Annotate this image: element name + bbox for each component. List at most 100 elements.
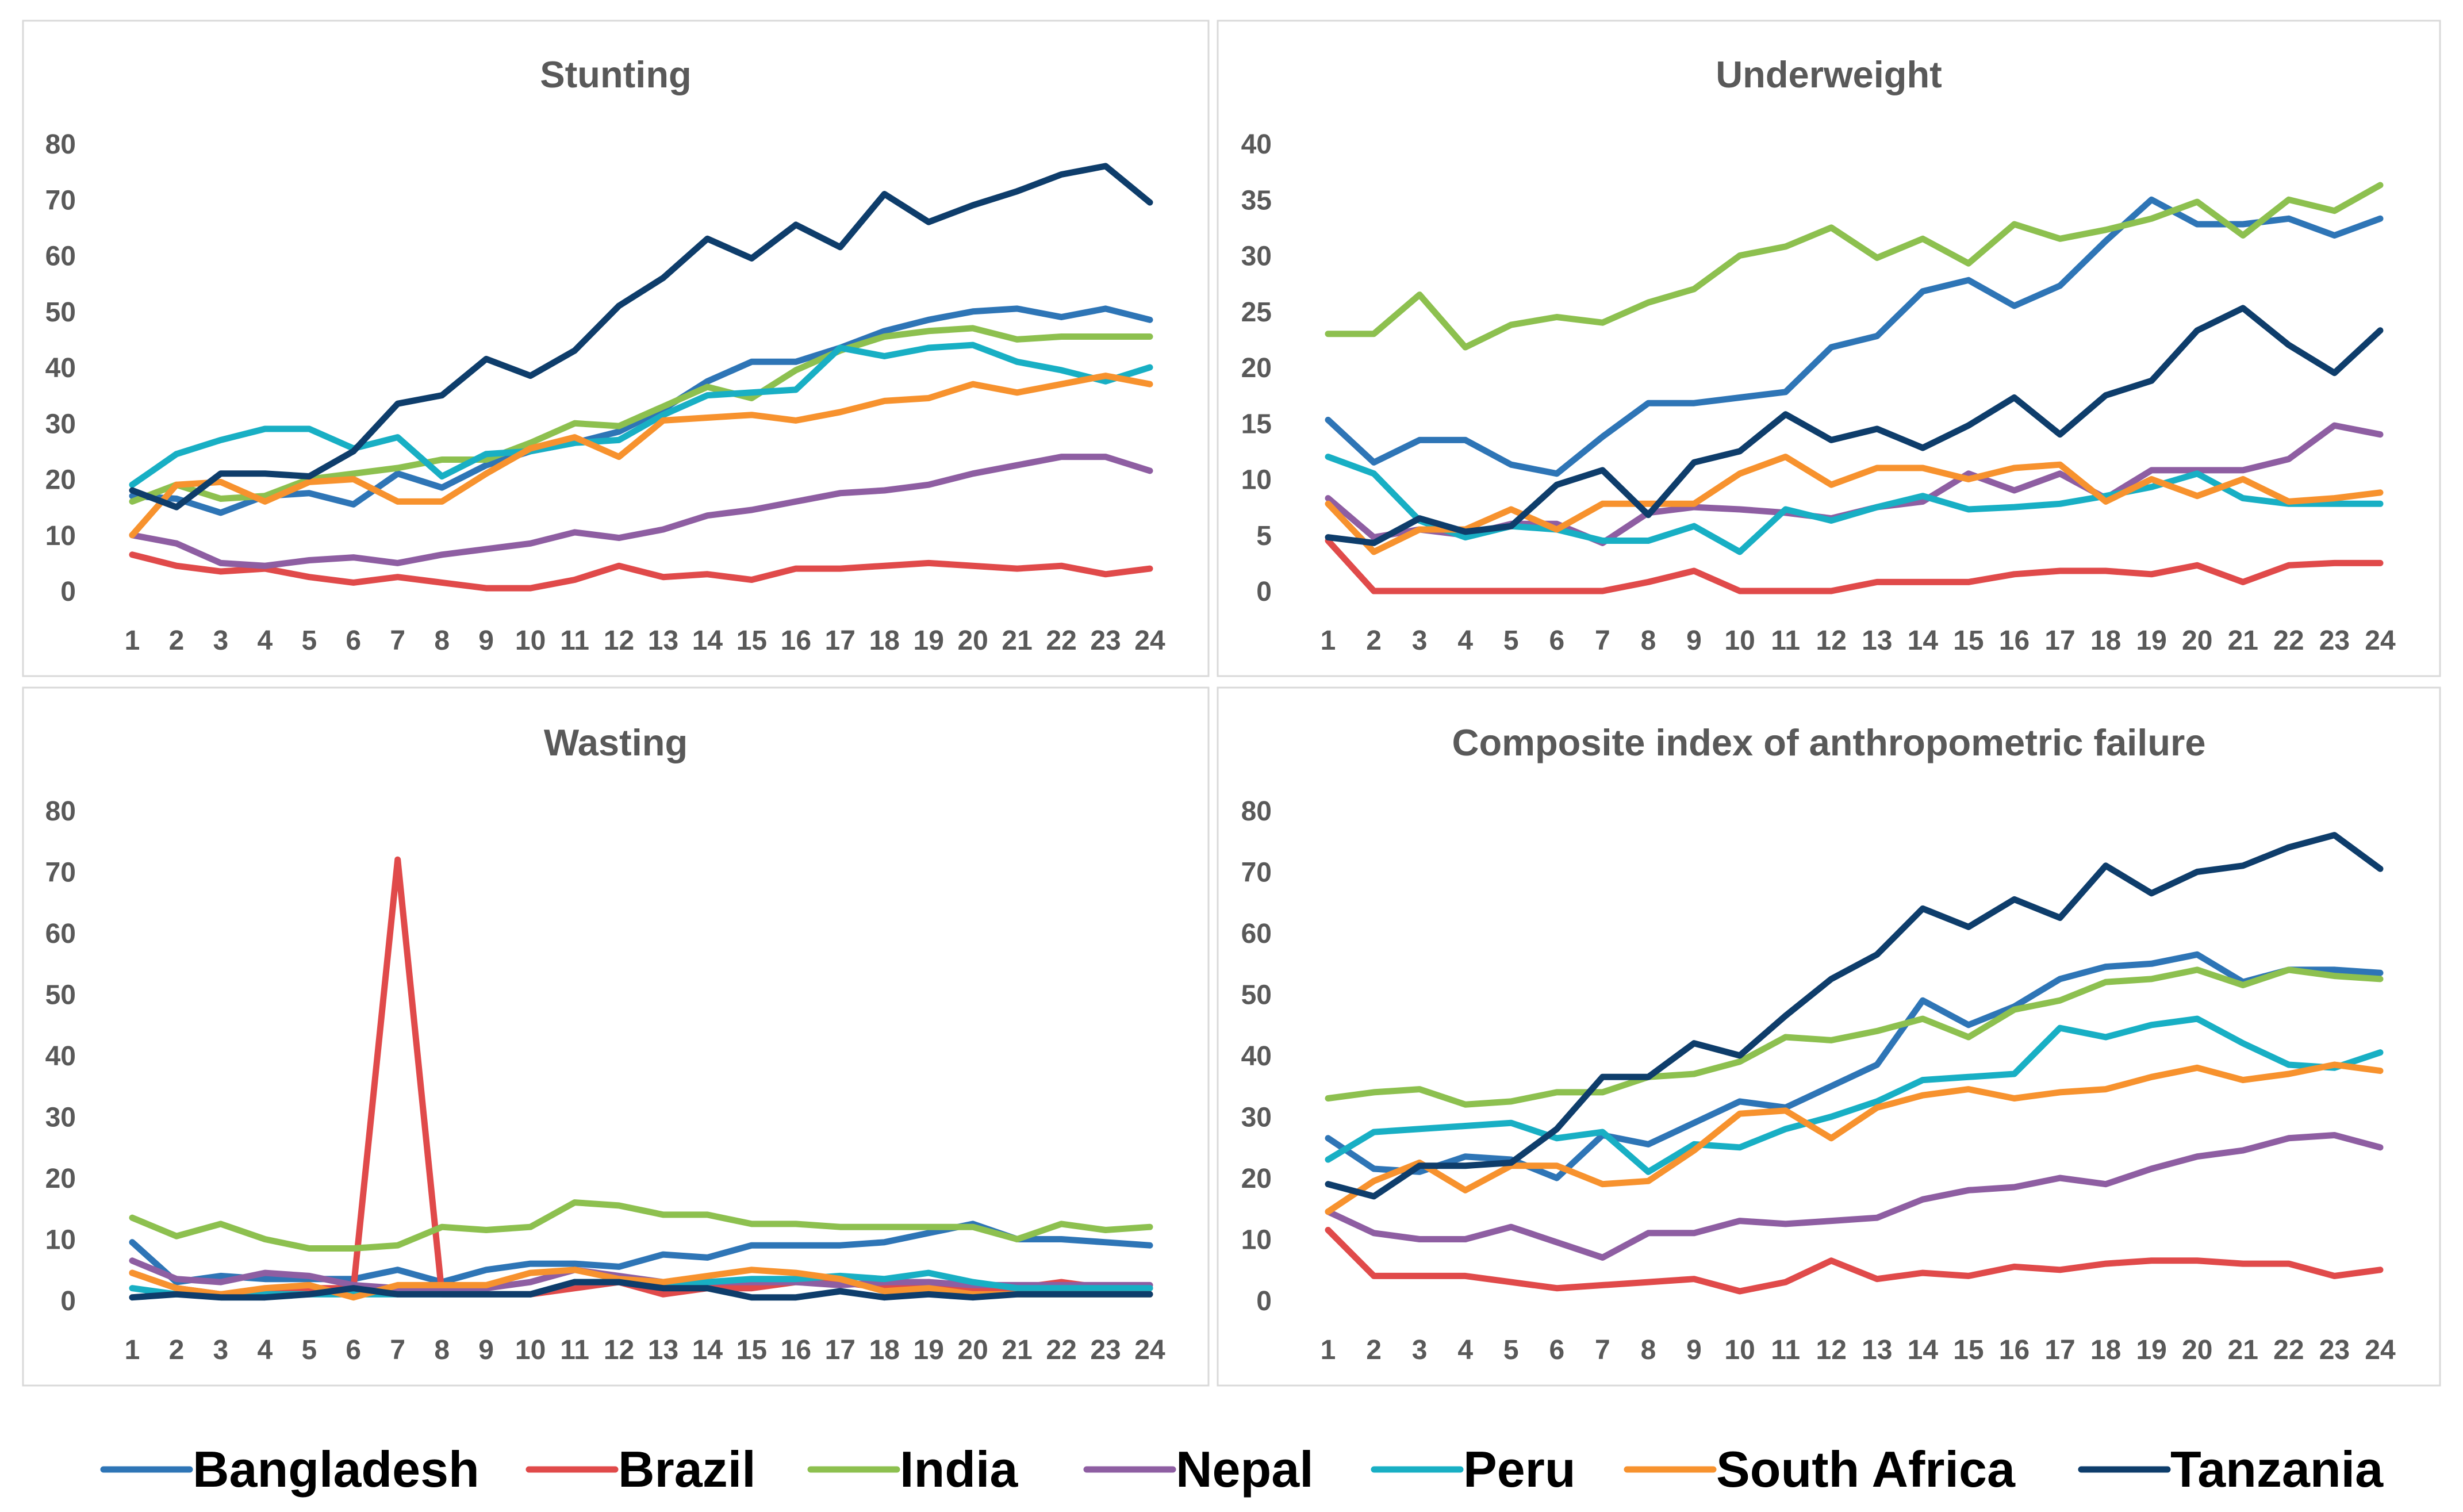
- series-line-india: [1325, 182, 2384, 351]
- x-tick-label: 18: [869, 1335, 900, 1365]
- x-tick-label: 17: [825, 1335, 855, 1365]
- x-axis-ticks: 1 2 3 4 5 6 7 8 9 10 11 12 13 14 15 16 17 18 19 20 21 22 23 24: [125, 1335, 1165, 1365]
- series-line-south-africa: [1325, 454, 2384, 555]
- series-line-india: [129, 1199, 1153, 1252]
- x-tick-label: 21: [2228, 1335, 2258, 1365]
- x-tick-label: 21: [2228, 625, 2258, 656]
- x-tick-label: 5: [301, 1335, 317, 1365]
- x-tick-label: 11: [560, 1335, 589, 1365]
- y-tick-label: 35: [1241, 185, 1272, 216]
- x-tick-label: 9: [478, 625, 494, 656]
- x-tick-label: 13: [1862, 625, 1892, 656]
- series-line-bangladesh: [1325, 196, 2384, 477]
- x-tick-label: 10: [515, 1335, 546, 1365]
- plot-area: [129, 856, 1153, 1301]
- x-tick-label: 3: [1412, 625, 1428, 656]
- y-axis-ticks: 0 10 20 30 40 50 60 70 80: [45, 129, 76, 607]
- x-tick-label: 6: [346, 625, 361, 656]
- chart-title: Composite index of anthropometric failur…: [1452, 722, 2206, 763]
- y-tick-label: 10: [1241, 465, 1272, 496]
- series-line-peru: [1325, 1015, 2384, 1175]
- x-tick-label: 20: [2182, 625, 2212, 656]
- series-line-tanzania: [1325, 832, 2384, 1200]
- y-tick-label: 20: [45, 1164, 76, 1194]
- x-axis-ticks: 1 2 3 4 5 6 7 8 9 10 11 12 13 14 15 16 17 18 19 20 21 22 23 24: [1321, 625, 2396, 656]
- y-tick-label: 50: [1241, 980, 1272, 1011]
- legend-label: Peru: [1463, 1441, 1576, 1498]
- series-line-brazil: [1325, 1227, 2384, 1295]
- x-tick-label: 7: [1595, 1335, 1610, 1365]
- x-tick-label: 19: [914, 625, 944, 656]
- y-tick-label: 20: [1241, 1164, 1272, 1194]
- y-axis-ticks: 0 10 20 30 40 50 60 70 80: [1241, 796, 1272, 1317]
- x-tick-label: 2: [1366, 1335, 1382, 1365]
- x-tick-label: 20: [957, 1335, 988, 1365]
- y-axis-ticks: 0 10 20 30 40 50 60 70 80: [45, 796, 76, 1317]
- x-tick-label: 15: [1953, 1335, 1984, 1365]
- legend-item-india: India: [807, 1441, 1018, 1498]
- x-tick-label: 18: [869, 625, 900, 656]
- y-axis-ticks: 0 5 10 15 20 25 30 35 40: [1241, 129, 1272, 607]
- series-line-south-africa: [129, 373, 1153, 539]
- series-line-tanzania: [1325, 305, 2384, 546]
- x-tick-label: 3: [213, 625, 229, 656]
- y-tick-label: 40: [45, 353, 76, 383]
- y-tick-label: 40: [1241, 1041, 1272, 1072]
- y-tick-label: 25: [1241, 297, 1272, 328]
- series-line-bangladesh: [1325, 951, 2384, 1181]
- y-tick-label: 50: [45, 980, 76, 1011]
- y-tick-label: 60: [1241, 919, 1272, 949]
- series-line-india: [1325, 966, 2384, 1108]
- legend-label: South Africa: [1716, 1441, 2016, 1498]
- series-line-nepal: [1325, 1132, 2384, 1261]
- y-tick-label: 10: [45, 521, 76, 551]
- x-tick-label: 1: [125, 1335, 140, 1365]
- x-tick-label: 15: [736, 1335, 767, 1365]
- x-tick-label: 10: [515, 625, 546, 656]
- series-line-bangladesh: [129, 305, 1153, 516]
- y-tick-label: 40: [1241, 129, 1272, 160]
- x-tick-label: 21: [1002, 1335, 1032, 1365]
- x-tick-label: 8: [434, 1335, 450, 1365]
- x-tick-label: 16: [781, 1335, 811, 1365]
- plot-area: [1325, 182, 2384, 594]
- x-tick-label: 24: [1134, 625, 1165, 656]
- series-line-tanzania: [129, 163, 1153, 511]
- y-tick-label: 0: [60, 1286, 76, 1317]
- x-tick-label: 9: [1686, 625, 1702, 656]
- legend-item-bangladesh: Bangladesh: [100, 1441, 479, 1498]
- x-tick-label: 17: [2044, 625, 2075, 656]
- y-tick-label: 80: [45, 129, 76, 160]
- series-line-brazil: [129, 551, 1153, 592]
- chart-title: Wasting: [544, 722, 688, 763]
- x-tick-label: 10: [1724, 1335, 1755, 1365]
- x-tick-label: 11: [560, 625, 589, 656]
- x-axis-ticks: 1 2 3 4 5 6 7 8 9 10 11 12 13 14 15 16 17 18 19 20 21 22 23 24: [1321, 1335, 2396, 1365]
- x-tick-label: 22: [2273, 625, 2304, 656]
- x-tick-label: 23: [1090, 1335, 1121, 1365]
- chart-title: Underweight: [1716, 53, 1942, 95]
- x-tick-label: 14: [692, 1335, 723, 1365]
- x-tick-label: 11: [1771, 1335, 1800, 1365]
- x-tick-label: 6: [1549, 1335, 1564, 1365]
- y-tick-label: 40: [45, 1041, 76, 1072]
- y-tick-label: 30: [45, 1103, 76, 1133]
- x-tick-label: 14: [1908, 625, 1939, 656]
- plot-area: [129, 163, 1153, 592]
- legend-label: India: [900, 1441, 1018, 1498]
- x-tick-label: 5: [1503, 625, 1519, 656]
- x-tick-label: 19: [914, 1335, 944, 1365]
- y-tick-label: 0: [1256, 577, 1272, 607]
- x-tick-label: 7: [390, 1335, 405, 1365]
- x-tick-label: 18: [2090, 625, 2121, 656]
- x-tick-label: 6: [1549, 625, 1564, 656]
- x-tick-label: 14: [1908, 1335, 1939, 1365]
- x-tick-label: 24: [2365, 1335, 2396, 1365]
- x-tick-label: 16: [1999, 1335, 2030, 1365]
- series-line-brazil: [1325, 538, 2384, 594]
- x-tick-label: 8: [434, 625, 450, 656]
- x-tick-label: 23: [1090, 625, 1121, 656]
- x-tick-label: 2: [169, 625, 185, 656]
